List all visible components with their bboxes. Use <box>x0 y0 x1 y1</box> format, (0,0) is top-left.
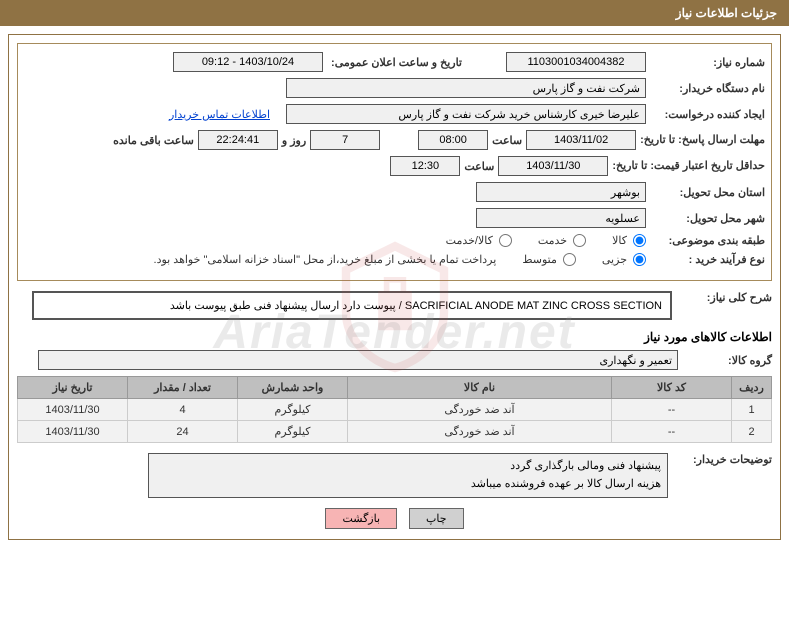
row-purchase-type: نوع فرآیند خرید : جزیی متوسط پرداخت تمام… <box>24 253 765 266</box>
lbl-response-deadline: مهلت ارسال پاسخ: تا تاریخ: <box>640 133 765 147</box>
lbl-time-remaining: ساعت باقی مانده <box>113 134 194 147</box>
cell-row: 2 <box>732 421 772 443</box>
buyer-notes-line1: پیشنهاد فنی ومالی بارگذاری گردد <box>155 458 661 476</box>
lbl-hour-1: ساعت <box>492 134 522 147</box>
val-price-date: 1403/11/30 <box>498 156 608 176</box>
radio-small-label: جزیی <box>602 253 627 266</box>
lbl-goods-group: گروه کالا: <box>682 354 772 367</box>
th-unit: واحد شمارش <box>238 377 348 399</box>
val-response-hour: 08:00 <box>418 130 488 150</box>
cell-unit: کیلوگرم <box>238 421 348 443</box>
val-response-date: 1403/11/02 <box>526 130 636 150</box>
cell-code: -- <box>612 421 732 443</box>
radio-goods-service-wrap: کالا/خدمت <box>446 234 512 247</box>
row-goods-group: گروه کالا: تعمیر و نگهداری <box>17 350 772 370</box>
cell-row: 1 <box>732 399 772 421</box>
payment-note: پرداخت تمام یا بخشی از مبلغ خرید،از محل … <box>154 253 497 266</box>
lbl-hour-2: ساعت <box>464 160 494 173</box>
radio-small-wrap: جزیی <box>602 253 646 266</box>
cell-name: آند ضد خوردگی <box>348 421 612 443</box>
radio-goods-service-label: کالا/خدمت <box>446 234 493 247</box>
buyer-notes-line2: هزینه ارسال کالا بر عهده فروشنده میباشد <box>155 476 661 494</box>
radio-goods[interactable] <box>633 234 646 247</box>
lbl-days-and: روز و <box>282 134 306 147</box>
title-bar: جزئیات اطلاعات نیاز <box>0 0 789 26</box>
back-button[interactable]: بازگشت <box>325 508 397 529</box>
val-requester: علیرضا خیری کارشناس خرید شرکت نفت و گاز … <box>286 104 646 124</box>
row-overall-desc: شرح کلی نیاز: SACRIFICIAL ANODE MAT ZINC… <box>17 291 772 320</box>
row-need-number: شماره نیاز: 1103001034004382 تاریخ و ساع… <box>24 52 765 72</box>
th-name: نام کالا <box>348 377 612 399</box>
row-category: طبقه بندی موضوعی: کالا خدمت کالا/خدمت <box>24 234 765 247</box>
lbl-overall-desc: شرح کلی نیاز: <box>682 291 772 304</box>
row-buyer-notes: توضیحات خریدار: پیشنهاد فنی ومالی بارگذا… <box>17 453 772 498</box>
lbl-announce: تاریخ و ساعت اعلان عمومی: <box>327 56 462 69</box>
val-need-number: 1103001034004382 <box>506 52 646 72</box>
lbl-buyer-org: نام دستگاه خریدار: <box>650 82 765 95</box>
items-heading: اطلاعات کالاهای مورد نیاز <box>17 330 772 344</box>
cell-date: 1403/11/30 <box>18 421 128 443</box>
table-row: 2--آند ضد خوردگیکیلوگرم241403/11/30 <box>18 421 772 443</box>
print-button[interactable]: چاپ <box>409 508 464 529</box>
radio-service[interactable] <box>573 234 586 247</box>
radio-goods-wrap: کالا <box>612 234 646 247</box>
radio-medium-wrap: متوسط <box>522 253 576 266</box>
radio-goods-label: کالا <box>612 234 627 247</box>
outer-panel: AriaTender.net شماره نیاز: 1103001034004… <box>8 34 781 540</box>
row-province: استان محل تحویل: بوشهر <box>24 182 765 202</box>
cell-name: آند ضد خوردگی <box>348 399 612 421</box>
row-requester: ایجاد کننده درخواست: علیرضا خیری کارشناس… <box>24 104 765 124</box>
val-overall-desc: SACRIFICIAL ANODE MAT ZINC CROSS SECTION… <box>32 291 672 320</box>
val-city: عسلویه <box>476 208 646 228</box>
cell-qty: 24 <box>128 421 238 443</box>
cell-unit: کیلوگرم <box>238 399 348 421</box>
lbl-city: شهر محل تحویل: <box>650 212 765 225</box>
items-table: ردیف کد کالا نام کالا واحد شمارش تعداد /… <box>17 376 772 443</box>
lbl-price-validity: حداقل تاریخ اعتبار قیمت: تا تاریخ: <box>612 159 765 173</box>
lbl-category: طبقه بندی موضوعی: <box>650 234 765 247</box>
val-announce: 09:12 - 1403/10/24 <box>173 52 323 72</box>
radio-medium-label: متوسط <box>522 253 557 266</box>
th-code: کد کالا <box>612 377 732 399</box>
lbl-buyer-notes: توضیحات خریدار: <box>672 453 772 466</box>
radio-goods-service[interactable] <box>499 234 512 247</box>
row-buyer-org: نام دستگاه خریدار: شرکت نفت و گاز پارس <box>24 78 765 98</box>
row-city: شهر محل تحویل: عسلویه <box>24 208 765 228</box>
details-panel: شماره نیاز: 1103001034004382 تاریخ و ساع… <box>17 43 772 281</box>
val-price-hour: 12:30 <box>390 156 460 176</box>
val-days-remaining: 7 <box>310 130 380 150</box>
radio-medium[interactable] <box>563 253 576 266</box>
val-countdown: 22:24:41 <box>198 130 278 150</box>
th-date: تاریخ نیاز <box>18 377 128 399</box>
th-row: ردیف <box>732 377 772 399</box>
cell-code: -- <box>612 399 732 421</box>
table-body: 1--آند ضد خوردگیکیلوگرم41403/11/302--آند… <box>18 399 772 443</box>
val-buyer-org: شرکت نفت و گاز پارس <box>286 78 646 98</box>
val-province: بوشهر <box>476 182 646 202</box>
title-text: جزئیات اطلاعات نیاز <box>676 6 777 20</box>
radio-small[interactable] <box>633 253 646 266</box>
val-buyer-notes: پیشنهاد فنی ومالی بارگذاری گردد هزینه ار… <box>148 453 668 498</box>
lbl-need-number: شماره نیاز: <box>650 56 765 69</box>
lbl-requester: ایجاد کننده درخواست: <box>650 108 765 121</box>
row-price-validity: حداقل تاریخ اعتبار قیمت: تا تاریخ: 1403/… <box>24 156 765 176</box>
row-response-deadline: مهلت ارسال پاسخ: تا تاریخ: 1403/11/02 سا… <box>24 130 765 150</box>
lbl-province: استان محل تحویل: <box>650 186 765 199</box>
radio-service-wrap: خدمت <box>538 234 586 247</box>
radio-service-label: خدمت <box>538 234 567 247</box>
table-row: 1--آند ضد خوردگیکیلوگرم41403/11/30 <box>18 399 772 421</box>
table-header-row: ردیف کد کالا نام کالا واحد شمارش تعداد /… <box>18 377 772 399</box>
th-qty: تعداد / مقدار <box>128 377 238 399</box>
cell-qty: 4 <box>128 399 238 421</box>
cell-date: 1403/11/30 <box>18 399 128 421</box>
button-row: چاپ بازگشت <box>17 508 772 529</box>
contact-link[interactable]: اطلاعات تماس خریدار <box>169 108 270 121</box>
lbl-purchase-type: نوع فرآیند خرید : <box>650 253 765 266</box>
val-goods-group: تعمیر و نگهداری <box>38 350 678 370</box>
